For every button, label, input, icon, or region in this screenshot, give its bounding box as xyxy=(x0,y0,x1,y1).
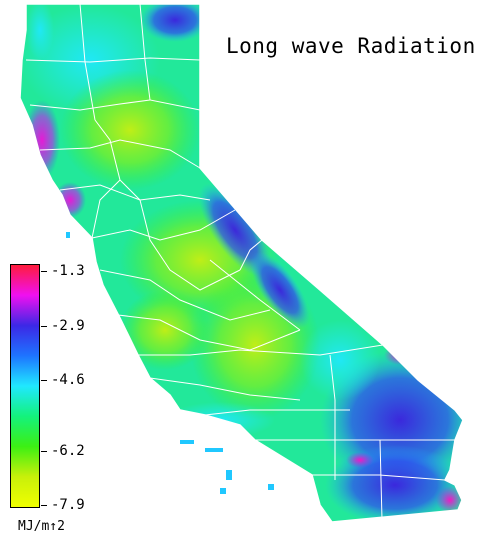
legend-units: MJ/m↑2 xyxy=(18,519,65,534)
legend-tick xyxy=(41,380,47,381)
legend-tick-label: -7.9 xyxy=(51,497,85,513)
map-title: Long wave Radiation xyxy=(226,34,476,58)
colorbar-legend xyxy=(10,264,40,508)
legend-tick xyxy=(41,505,47,506)
channel-islands xyxy=(66,232,274,494)
legend-tick xyxy=(41,271,47,272)
legend-tick xyxy=(41,326,47,327)
legend-tick-label: -4.6 xyxy=(51,372,85,388)
county-boundaries xyxy=(25,4,455,521)
legend-tick xyxy=(41,451,47,452)
legend-tick-label: -1.3 xyxy=(51,263,85,279)
legend-tick-label: -6.2 xyxy=(51,443,85,459)
legend-tick-label: -2.9 xyxy=(51,318,85,334)
